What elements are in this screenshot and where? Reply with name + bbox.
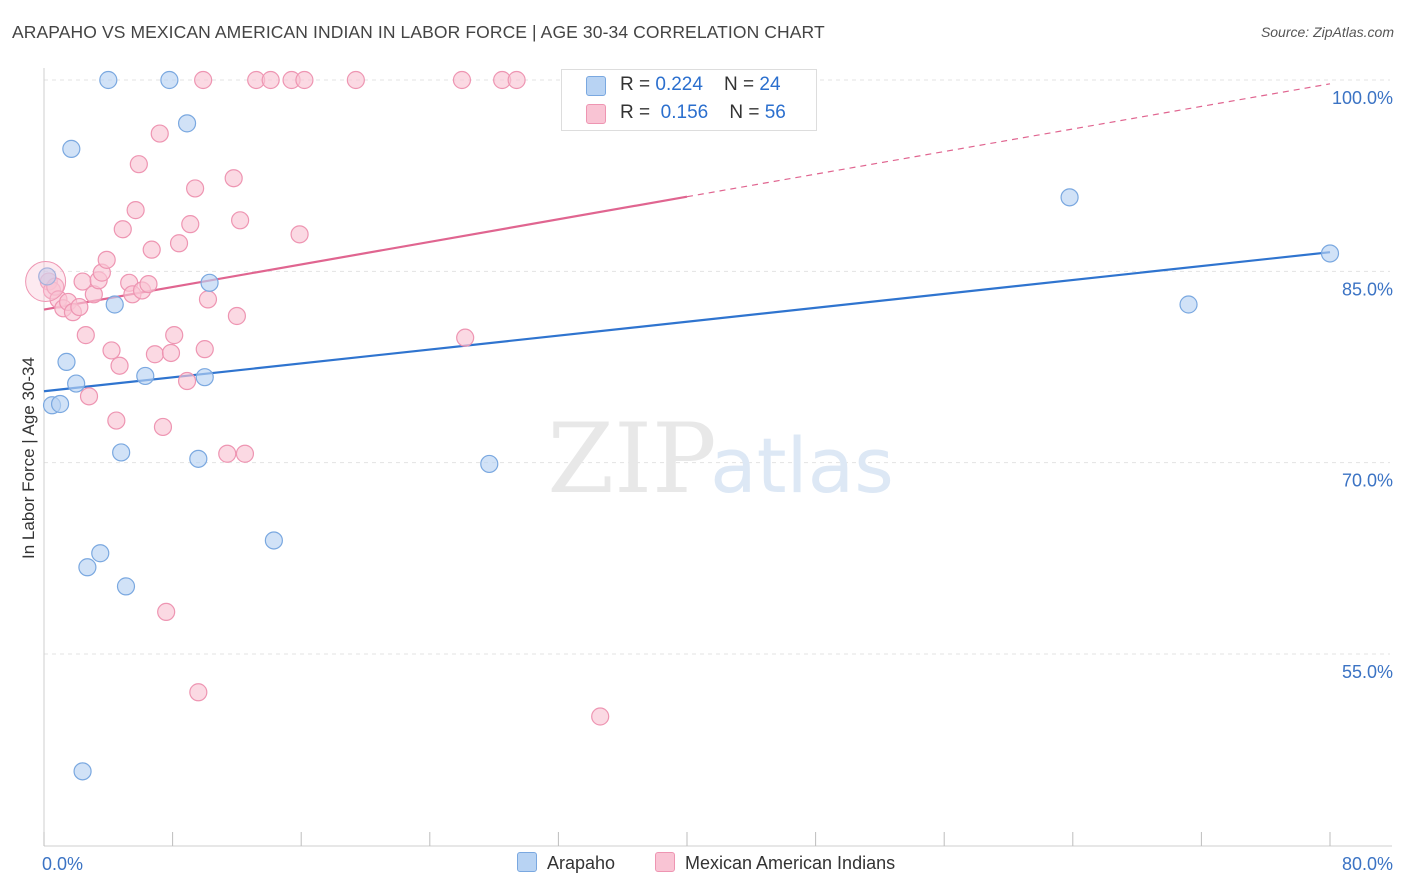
point-arapaho — [177, 114, 197, 133]
legend-r-label: R = — [620, 74, 656, 95]
point-mexican — [129, 155, 148, 174]
point-mexican — [142, 240, 161, 259]
point-mexican — [97, 250, 116, 269]
legend: R = 0.224 N = 24 R = 0.156 N = 56 — [561, 69, 817, 131]
trend-line-mexican-extension — [686, 83, 1331, 198]
bottom-legend-label-arapaho: Arapaho — [547, 853, 616, 873]
point-mexican — [507, 70, 526, 90]
point-arapaho — [78, 558, 97, 577]
point-mexican — [150, 124, 169, 143]
point-mexican — [145, 345, 165, 364]
y-axis-label: In Labor Force | Age 30-34 — [19, 357, 38, 559]
point-arapaho — [57, 352, 76, 371]
point-mexican — [218, 444, 237, 463]
watermark-zip: ZIP — [547, 403, 716, 515]
legend-swatch-mexican — [586, 104, 606, 124]
data-points — [25, 70, 1340, 781]
point-mexican-cluster — [25, 261, 67, 303]
point-arapaho — [91, 544, 110, 563]
point-mexican — [198, 290, 218, 309]
legend-r-label: R = — [620, 102, 656, 123]
point-mexican — [235, 444, 255, 463]
point-mexican — [195, 340, 214, 359]
legend-n-value-mexican: 56 — [764, 102, 786, 123]
y-tick-label: 55.0% — [1342, 662, 1393, 682]
bottom-legend-swatch-arapaho — [517, 852, 537, 872]
y-tick-label: 85.0% — [1342, 279, 1393, 299]
point-arapaho — [112, 443, 131, 462]
point-mexican — [153, 417, 173, 437]
bottom-legend-mexican: Mexican American Indians — [655, 852, 895, 874]
point-mexican — [79, 387, 99, 406]
point-arapaho — [99, 70, 118, 90]
watermark-atlas: atlas — [710, 421, 894, 510]
point-mexican — [224, 169, 243, 188]
point-mexican — [161, 343, 181, 363]
point-mexican — [231, 211, 250, 230]
point-mexican — [181, 215, 200, 234]
point-mexican — [189, 683, 208, 702]
point-arapaho — [73, 762, 92, 781]
legend-r-value-arapaho: 0.224 — [655, 74, 703, 95]
point-mexican — [186, 179, 205, 198]
point-mexican — [76, 326, 95, 345]
gridlines — [44, 79, 1390, 655]
point-mexican — [346, 70, 365, 90]
point-mexican — [102, 341, 121, 360]
point-mexican — [126, 201, 145, 220]
point-mexican — [70, 297, 89, 317]
point-arapaho — [195, 368, 214, 387]
legend-n-value-arapaho: 24 — [759, 74, 781, 95]
trend-line-arapaho — [43, 251, 1331, 393]
legend-n-label: N = — [724, 74, 760, 95]
point-mexican — [290, 225, 309, 244]
point-mexican — [227, 306, 246, 326]
x-tick-label: 0.0% — [42, 854, 83, 874]
legend-n-label: N = — [729, 102, 765, 123]
bottom-legend-swatch-mexican — [655, 852, 675, 872]
point-arapaho — [136, 366, 155, 386]
point-arapaho — [200, 273, 219, 292]
point-arapaho — [160, 70, 179, 90]
point-arapaho — [1320, 244, 1340, 263]
point-mexican — [169, 234, 189, 253]
source-credit: Source: ZipAtlas.com — [1260, 24, 1394, 40]
point-mexican — [107, 411, 126, 430]
point-arapaho — [105, 295, 124, 314]
point-arapaho — [480, 454, 499, 474]
point-arapaho — [38, 267, 57, 286]
point-mexican — [456, 328, 475, 347]
point-mexican — [591, 707, 610, 726]
point-mexican — [194, 70, 213, 90]
y-tick-label: 70.0% — [1342, 471, 1393, 491]
point-mexican — [110, 356, 129, 375]
point-mexican — [157, 602, 176, 622]
point-arapaho — [189, 449, 208, 468]
point-mexican — [113, 220, 132, 239]
chart-title: ARAPAHO VS MEXICAN AMERICAN INDIAN IN LA… — [12, 22, 825, 42]
point-arapaho — [264, 531, 283, 550]
bottom-legend-arapaho: Arapaho — [517, 852, 615, 874]
point-arapaho — [50, 394, 70, 414]
point-mexican — [295, 70, 314, 90]
point-mexican — [261, 70, 280, 90]
point-arapaho — [116, 577, 136, 596]
point-arapaho — [1179, 295, 1198, 314]
axes: 100.0% 85.0% 70.0% 55.0% 0.0% 80.0% — [42, 68, 1393, 874]
point-arapaho — [62, 139, 81, 158]
y-tick-label: 100.0% — [1332, 88, 1393, 108]
legend-r-value-mexican: 0.156 — [660, 102, 709, 123]
legend-swatch-arapaho — [586, 76, 606, 96]
watermark: ZIP atlas — [547, 403, 893, 515]
point-mexican — [177, 371, 197, 391]
point-mexican — [139, 274, 158, 294]
point-mexican — [452, 70, 472, 90]
x-tick-label: 80.0% — [1342, 854, 1393, 874]
point-mexican — [165, 326, 184, 345]
point-arapaho — [1060, 188, 1079, 207]
point-arapaho — [67, 374, 86, 393]
bottom-legend-label-mexican: Mexican American Indians — [685, 853, 896, 873]
